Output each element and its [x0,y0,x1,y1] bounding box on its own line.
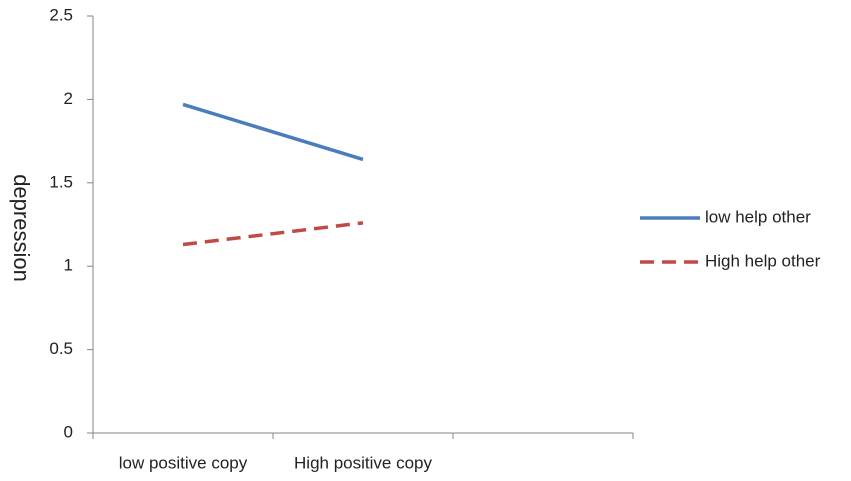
x-tick-label: low positive copy [119,453,248,472]
y-axis-label: depression [9,174,34,282]
y-tick-label: 0 [64,422,73,441]
y-tick-label: 2.5 [49,5,73,24]
y-tick-label: 0.5 [49,339,73,358]
legend-label: High help other [705,251,821,270]
series-line [182,221,364,247]
y-tick-label: 2 [64,89,73,108]
legend-label: low help other [705,207,811,226]
series-line [182,102,364,162]
x-tick-label: High positive copy [294,453,432,472]
y-tick-label: 1 [64,256,73,275]
y-tick-label: 1.5 [49,172,73,191]
